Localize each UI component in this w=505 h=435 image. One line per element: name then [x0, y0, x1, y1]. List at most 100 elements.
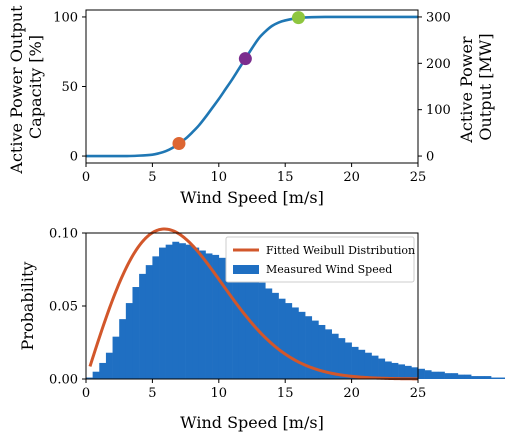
- top-x-ticks: 0 5 10 15 20 25: [82, 163, 426, 185]
- histogram-bar: [491, 377, 498, 379]
- legend: Fitted Weibull Distribution Measured Win…: [225, 236, 415, 283]
- power-curve-marker: [172, 137, 186, 151]
- legend-measured-swatch: [233, 265, 259, 274]
- top-y2-ticks: 0 100 200 300: [418, 10, 451, 165]
- bottom-x-tick-label: 5: [148, 386, 156, 401]
- histogram-bar: [225, 262, 233, 379]
- histogram-bar: [205, 253, 213, 379]
- weibull-curve: [88, 227, 419, 381]
- histogram-bar: [285, 303, 293, 379]
- bottom-x-tick-label: 25: [410, 386, 427, 401]
- top-y-tick-label: 100: [53, 10, 78, 25]
- top-y2-axis-title: Active Power Output [MW]: [457, 31, 495, 143]
- bottom-y-tick-label: 0.00: [49, 373, 78, 388]
- top-y2-axis-title-line-1: Active Power: [457, 36, 476, 144]
- histogram-bar: [159, 247, 166, 379]
- histogram-bar: [424, 370, 432, 379]
- power-curve-chart: 0 5 10 15 20 25 0 50 100 0 100 200 300 Wind Speed …: [7, 0, 495, 207]
- top-x-tick-label: 15: [277, 170, 294, 185]
- histogram-bar: [305, 316, 313, 379]
- histogram-bar: [464, 374, 472, 379]
- top-x-tick-label: 5: [148, 170, 156, 185]
- histogram-bar: [152, 256, 160, 379]
- histogram-bar: [258, 282, 266, 379]
- histogram-bar: [185, 244, 193, 379]
- histogram-bar: [132, 287, 140, 379]
- histogram-bar: [351, 346, 359, 379]
- bottom-x-tick-label: 10: [211, 386, 228, 401]
- histogram-bar: [112, 336, 120, 379]
- bottom-x-tick-label: 15: [277, 386, 294, 401]
- top-y2-tick-label: 100: [426, 103, 451, 118]
- histogram-bar: [484, 376, 492, 379]
- histogram-bar: [451, 373, 459, 379]
- top-y2-tick-label: 200: [426, 57, 451, 72]
- top-plot-frame: [85, 9, 419, 164]
- bottom-y-ticks: 0.00 0.05 0.10: [49, 227, 86, 388]
- histogram-bar: [344, 342, 352, 379]
- top-y-tick-label: 50: [61, 80, 78, 95]
- histogram-bar: [404, 365, 412, 379]
- histogram-bar: [411, 367, 419, 379]
- legend-measured-label: Measured Wind Speed: [266, 263, 392, 276]
- bottom-y-tick-label: 0.05: [49, 300, 78, 315]
- histogram-bar: [178, 243, 186, 379]
- top-y2-tick-label: 300: [426, 10, 451, 25]
- histogram-bar: [278, 298, 286, 379]
- histogram-bar: [105, 352, 113, 379]
- power-curve-markers: [172, 11, 305, 151]
- histogram-bar: [172, 241, 180, 379]
- histogram-bar: [125, 303, 133, 379]
- histogram-bar: [331, 333, 339, 379]
- histogram-bar: [371, 355, 379, 379]
- histogram-bar: [218, 257, 226, 379]
- top-y2-tick-label: 0: [426, 150, 434, 165]
- bottom-plot-frame: [85, 232, 419, 380]
- bottom-x-tick-label: 20: [343, 386, 360, 401]
- histogram-bar: [298, 311, 306, 379]
- bottom-x-ticks: 0 5 10 15 20 25: [82, 379, 426, 401]
- histogram-bar: [391, 362, 399, 379]
- histogram-bar: [398, 364, 406, 379]
- legend-weibull-label: Fitted Weibull Distribution: [266, 244, 415, 257]
- histogram-bar: [378, 358, 386, 379]
- top-y2-axis-title-line-2: Output [MW]: [476, 33, 495, 140]
- histogram-bar: [238, 270, 246, 379]
- histogram-bar: [92, 371, 100, 379]
- bottom-y-tick-label: 0.10: [49, 227, 78, 242]
- top-y-ticks: 0 50 100: [53, 10, 86, 165]
- histogram-bar: [318, 324, 326, 379]
- bottom-x-tick-label: 0: [82, 386, 90, 401]
- top-x-tick-label: 25: [410, 170, 427, 185]
- power-curve-line: [85, 15, 418, 158]
- histogram-bar: [86, 377, 93, 379]
- histogram-bar: [477, 376, 485, 379]
- histogram-bar: [119, 319, 127, 379]
- histogram-bar: [139, 273, 147, 379]
- histogram-bar: [265, 288, 273, 379]
- power-curve-marker: [238, 52, 252, 66]
- histogram-bar: [358, 349, 366, 379]
- top-y-axis-title-line-2: Capacity [%]: [26, 35, 45, 139]
- histogram-bar: [457, 374, 465, 379]
- histogram-bar: [437, 371, 445, 379]
- histogram-bar: [245, 275, 253, 379]
- histogram-bar: [311, 320, 319, 379]
- histogram-bar: [338, 338, 346, 379]
- top-y-axis-title: Active Power Output Capacity [%]: [7, 0, 45, 174]
- top-y-tick-label: 0: [70, 150, 78, 165]
- bottom-y-axis-title: Probability: [18, 262, 37, 351]
- top-x-tick-label: 0: [82, 170, 90, 185]
- histogram-bar: [418, 368, 425, 379]
- histogram-bar: [232, 266, 240, 379]
- power-curve-marker: [291, 11, 305, 25]
- top-x-axis-title: Wind Speed [m/s]: [180, 188, 324, 207]
- histogram-bar: [471, 376, 479, 379]
- histogram-bar: [364, 352, 372, 379]
- wind-distribution-chart: 0 5 10 15 20 25 0.00 0.05 0.10 Fitted Weibull D…: [18, 227, 505, 432]
- histogram-bar: [291, 307, 299, 379]
- histogram-bar: [431, 371, 439, 379]
- histogram-bar: [444, 373, 452, 379]
- histogram-bar: [497, 377, 505, 379]
